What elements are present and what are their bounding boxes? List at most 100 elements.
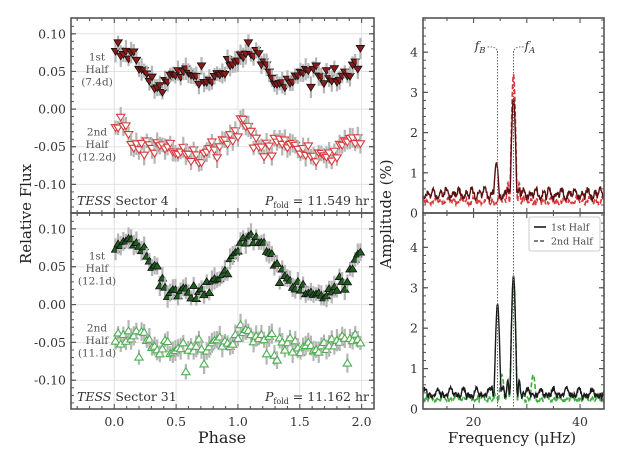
right-ylabel: Amplitude (%) — [377, 159, 395, 269]
series-label: Half — [86, 64, 110, 76]
data-point — [355, 338, 366, 347]
data-point — [256, 143, 267, 152]
ytick-label: 1 — [410, 361, 418, 376]
data-point — [120, 122, 132, 131]
data-point — [204, 288, 215, 296]
ytick-label: 4 — [410, 240, 418, 255]
data-point — [258, 153, 270, 162]
series-label: 2nd — [87, 322, 107, 334]
ytick-label: 0.05 — [38, 259, 66, 274]
ytick-label: -0.05 — [34, 139, 66, 154]
data-point — [110, 336, 121, 345]
legend-label-1st-half: 1st Half — [551, 223, 591, 234]
data-point — [355, 247, 366, 256]
data-point — [188, 281, 199, 290]
data-point — [342, 277, 353, 286]
data-point — [326, 157, 337, 166]
data-point — [345, 72, 355, 81]
xtick-label: 20 — [466, 414, 482, 429]
data-point — [284, 333, 296, 342]
data-point — [352, 65, 363, 74]
data-point — [342, 358, 353, 367]
ytick-label: -0.10 — [34, 177, 66, 192]
data-point — [266, 328, 278, 338]
axes-frame — [422, 212, 605, 410]
data-point — [178, 338, 189, 347]
series-label: Half — [86, 139, 110, 151]
axes-frame — [70, 212, 375, 410]
period-annotation: Pfold = 11.549 hr — [264, 193, 369, 210]
spectrum-line-1st-half — [422, 98, 605, 203]
data-point — [133, 352, 145, 361]
ytick-label: 0.10 — [38, 221, 66, 236]
xtick-label: 1.5 — [290, 414, 310, 429]
data-point — [211, 154, 223, 163]
fB-connector — [487, 46, 499, 54]
data-point — [355, 45, 366, 53]
data-point — [266, 249, 277, 258]
ytick-label: 4 — [410, 45, 418, 60]
period-symbol: P — [264, 193, 274, 208]
ytick-label: 0.05 — [38, 64, 66, 79]
ytick-label: 1 — [410, 165, 418, 180]
fA-connector — [513, 46, 524, 54]
data-point — [157, 88, 168, 97]
axes-layer — [70, 17, 605, 410]
xtick-label: 2.0 — [352, 414, 372, 429]
data-point — [329, 65, 340, 74]
ytick-label: 0 — [410, 206, 418, 221]
fB-label: fB — [474, 38, 486, 56]
series-label: (12.1d) — [78, 276, 116, 288]
xtick-label: 0.0 — [104, 414, 124, 429]
data-point — [220, 70, 230, 79]
data-point — [185, 157, 197, 167]
data-point — [180, 366, 192, 376]
data-point — [162, 336, 173, 346]
period-value: = 11.549 hr — [289, 193, 369, 208]
data-point — [272, 259, 282, 267]
left-ylabel: Relative Flux — [17, 163, 35, 264]
sector-text: Sector 4 — [111, 193, 168, 208]
xtick-label: 1.0 — [228, 414, 248, 429]
data-point — [232, 333, 244, 342]
data-point — [274, 278, 285, 286]
series-label: 1st — [89, 251, 106, 263]
series-label: (7.4d) — [81, 76, 113, 88]
data-point — [245, 127, 257, 137]
data-point — [136, 139, 147, 149]
fB-subscript: B — [478, 46, 485, 56]
ytick-label: -0.05 — [34, 335, 66, 350]
data-point — [303, 142, 314, 151]
sector-annotation: TESS Sector 4 — [77, 193, 169, 208]
ytick-label: 0.10 — [38, 26, 66, 41]
data-point — [110, 47, 121, 56]
data-point — [196, 62, 207, 71]
data-point — [266, 152, 278, 161]
ytick-label: 0.00 — [38, 102, 66, 117]
data-point — [138, 151, 150, 160]
xtick-label: 40 — [572, 414, 588, 429]
xtick-label: 0.5 — [166, 414, 186, 429]
fA-label: fA — [524, 38, 536, 56]
series-label: 1st — [89, 51, 106, 63]
data-point — [157, 344, 168, 353]
sector-text: Sector 31 — [111, 389, 176, 404]
data-point — [347, 264, 358, 273]
data-point — [253, 50, 264, 59]
data-point — [152, 261, 163, 270]
ytick-label: 3 — [410, 85, 418, 100]
period-annotation: Pfold = 11.162 hr — [264, 389, 369, 406]
ytick-label: 2 — [410, 321, 418, 336]
data-point — [193, 80, 204, 89]
ytick-label: 0.00 — [38, 297, 66, 312]
legend-label-2nd-half: 2nd Half — [551, 237, 594, 248]
data-point — [147, 73, 157, 82]
data-point — [305, 83, 316, 92]
spectrum-line-1st-half — [422, 275, 605, 402]
data-point — [113, 39, 124, 48]
data-point — [243, 39, 254, 48]
data-point — [112, 328, 124, 337]
data-point — [332, 285, 342, 294]
ytick-label: 2 — [410, 125, 418, 140]
sector-annotation: TESS Sector 31 — [77, 389, 177, 404]
